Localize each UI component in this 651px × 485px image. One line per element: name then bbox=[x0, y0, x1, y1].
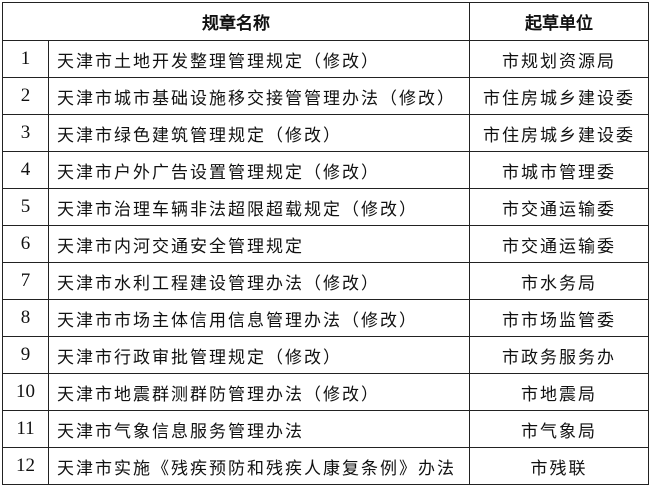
regulation-name: 天津市土地开发整理管理规定（修改） bbox=[48, 40, 470, 78]
row-number: 11 bbox=[2, 410, 49, 448]
regulation-name: 天津市城市基础设施移交接管管理办法（修改） bbox=[48, 77, 470, 115]
drafting-unit: 市交通运输委 bbox=[469, 188, 649, 226]
table-row: 7 天津市水利工程建设管理办法（修改） 市水务局 bbox=[2, 262, 649, 300]
header-regulation-name: 规章名称 bbox=[2, 2, 470, 41]
drafting-unit: 市住房城乡建设委 bbox=[469, 114, 649, 152]
drafting-unit: 市交通运输委 bbox=[469, 225, 649, 263]
table-row: 12 天津市实施《残疾预防和残疾人康复条例》办法 市残联 bbox=[2, 447, 649, 485]
regulation-name: 天津市绿色建筑管理规定（修改） bbox=[48, 114, 470, 152]
drafting-unit: 市政务服务办 bbox=[469, 336, 649, 374]
drafting-unit: 市水务局 bbox=[469, 262, 649, 300]
header-row: 规章名称 起草单位 bbox=[2, 2, 649, 41]
table-row: 8 天津市市场主体信用信息管理办法（修改） 市市场监管委 bbox=[2, 299, 649, 337]
regulation-name: 天津市气象信息服务管理办法 bbox=[48, 410, 470, 448]
row-number: 3 bbox=[2, 114, 49, 152]
drafting-unit: 市规划资源局 bbox=[469, 40, 649, 78]
header-drafting-unit: 起草单位 bbox=[469, 2, 649, 41]
row-number: 6 bbox=[2, 225, 49, 263]
row-number: 1 bbox=[2, 40, 49, 78]
regulation-name: 天津市行政审批管理规定（修改） bbox=[48, 336, 470, 374]
drafting-unit: 市城市管理委 bbox=[469, 151, 649, 189]
table-row: 3 天津市绿色建筑管理规定（修改） 市住房城乡建设委 bbox=[2, 114, 649, 152]
table-row: 4 天津市户外广告设置管理规定（修改） 市城市管理委 bbox=[2, 151, 649, 189]
table-row: 1 天津市土地开发整理管理规定（修改） 市规划资源局 bbox=[2, 40, 649, 78]
table-row: 2 天津市城市基础设施移交接管管理办法（修改） 市住房城乡建设委 bbox=[2, 77, 649, 115]
drafting-unit: 市住房城乡建设委 bbox=[469, 77, 649, 115]
drafting-unit: 市气象局 bbox=[469, 410, 649, 448]
regulation-name: 天津市实施《残疾预防和残疾人康复条例》办法 bbox=[48, 447, 470, 485]
row-number: 8 bbox=[2, 299, 49, 337]
row-number: 12 bbox=[2, 447, 49, 485]
drafting-unit: 市残联 bbox=[469, 447, 649, 485]
regulation-name: 天津市治理车辆非法超限超载规定（修改） bbox=[48, 188, 470, 226]
table-row: 10 天津市地震群测群防管理办法（修改） 市地震局 bbox=[2, 373, 649, 411]
row-number: 7 bbox=[2, 262, 49, 300]
table-row: 5 天津市治理车辆非法超限超载规定（修改） 市交通运输委 bbox=[2, 188, 649, 226]
regulation-name: 天津市内河交通安全管理规定 bbox=[48, 225, 470, 263]
table-row: 6 天津市内河交通安全管理规定 市交通运输委 bbox=[2, 225, 649, 263]
row-number: 4 bbox=[2, 151, 49, 189]
regulation-name: 天津市水利工程建设管理办法（修改） bbox=[48, 262, 470, 300]
regulation-name: 天津市地震群测群防管理办法（修改） bbox=[48, 373, 470, 411]
row-number: 2 bbox=[2, 77, 49, 115]
row-number: 10 bbox=[2, 373, 49, 411]
table-row: 11 天津市气象信息服务管理办法 市气象局 bbox=[2, 410, 649, 448]
drafting-unit: 市地震局 bbox=[469, 373, 649, 411]
regulation-name: 天津市市场主体信用信息管理办法（修改） bbox=[48, 299, 470, 337]
row-number: 5 bbox=[2, 188, 49, 226]
regulation-name: 天津市户外广告设置管理规定（修改） bbox=[48, 151, 470, 189]
drafting-unit: 市市场监管委 bbox=[469, 299, 649, 337]
table-row: 9 天津市行政审批管理规定（修改） 市政务服务办 bbox=[2, 336, 649, 374]
row-number: 9 bbox=[2, 336, 49, 374]
